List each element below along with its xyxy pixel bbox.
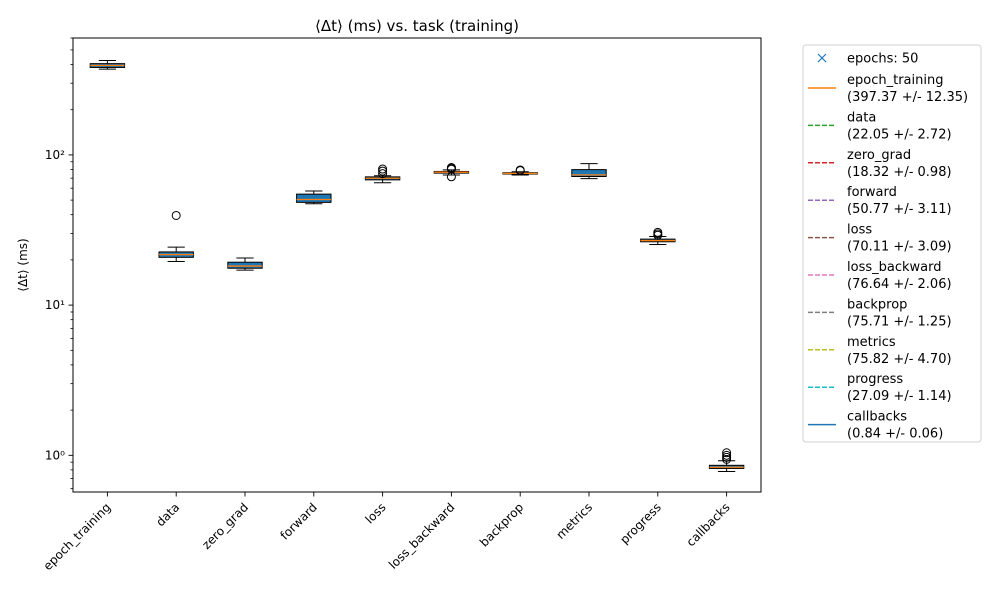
legend-entry: forward (50.77 +/- 3.11) [808, 185, 952, 217]
box-iqr [571, 169, 607, 178]
y-tick-label: 10² [45, 148, 65, 162]
legend-label: loss_backward [847, 260, 941, 275]
legend-entry: epoch_training (397.37 +/- 12.35) [808, 73, 968, 105]
x-tick-label: callbacks [684, 500, 733, 549]
x-tick-label: progress [617, 500, 664, 547]
outlier-point [515, 165, 525, 175]
box-loss [364, 164, 401, 184]
legend-entry: metrics (75.82 +/- 4.70) [808, 335, 952, 367]
plot-area: 10⁰ 10¹ 10² epoch_training data zero_grad forw… [41, 37, 762, 573]
legend: epochs: 50 epoch_training (397.37 +/- 12.3… [802, 44, 982, 443]
box-data [158, 210, 194, 263]
outlier-point [446, 163, 456, 173]
x-tick-label: data [153, 500, 182, 529]
y-tick-label: 10⁰ [45, 448, 65, 462]
x-tick-label: zero_grad [199, 500, 251, 552]
outlier-point [722, 452, 732, 462]
outlier-point [378, 169, 388, 179]
legend-entry: progress (27.09 +/- 1.14) [808, 372, 952, 404]
box-callbacks [708, 448, 745, 473]
legend-label: epochs: 50 [847, 52, 918, 67]
x-tick-label: metrics [553, 500, 595, 542]
legend-label: zero_grad [847, 148, 911, 163]
box-loss_backward [433, 163, 470, 182]
box-forward [296, 190, 332, 205]
x-tick-label: backprop [477, 500, 526, 549]
box-zero_grad [227, 257, 263, 271]
y-axis-label: ⟨Δt⟩ (ms) [16, 238, 30, 291]
outlier-point [722, 450, 732, 460]
legend-label: forward [847, 185, 897, 200]
x-tick-label: loss [362, 500, 388, 526]
outlier-point [378, 164, 388, 174]
legend-label: backprop [847, 297, 907, 312]
outlier-point [722, 448, 732, 458]
legend-label: loss [847, 223, 872, 238]
box-epoch_training [89, 59, 126, 70]
legend-value: (27.09 +/- 1.14) [847, 389, 952, 404]
legend-entry: data (22.05 +/- 2.72) [808, 110, 952, 142]
legend-value: (18.32 +/- 0.98) [847, 165, 952, 180]
legend-entry: backprop (75.71 +/- 1.25) [808, 297, 952, 329]
outlier-point [653, 227, 663, 237]
legend-value: (397.37 +/- 12.35) [847, 90, 968, 105]
legend-value: (75.71 +/- 1.25) [847, 314, 952, 329]
box-iqr [227, 261, 263, 269]
legend-value: (0.84 +/- 0.06) [847, 427, 943, 442]
x-tick-label: loss_backward [386, 500, 458, 572]
legend-value: (22.05 +/- 2.72) [847, 127, 952, 142]
legend-label: callbacks [847, 410, 907, 425]
legend-value: (70.11 +/- 3.09) [847, 240, 952, 255]
legend-value: (50.77 +/- 3.11) [847, 202, 952, 217]
legend-entry: loss (70.11 +/- 3.09) [808, 223, 952, 255]
legend-label: epoch_training [847, 73, 943, 88]
outlier-point [171, 210, 181, 220]
legend-entry: callbacks (0.84 +/- 0.06) [808, 410, 943, 442]
legend-label: progress [847, 372, 903, 387]
legend-frame [802, 44, 982, 443]
legend-entry: zero_grad (18.32 +/- 0.98) [808, 148, 952, 180]
x-tick-label: forward [277, 500, 319, 542]
legend-value: (75.82 +/- 4.70) [847, 352, 952, 367]
box-iqr [296, 193, 332, 203]
legend-label: metrics [847, 335, 896, 350]
legend-value: (76.64 +/- 2.06) [847, 277, 952, 292]
legend-label: data [847, 110, 876, 125]
legend-entry: epochs: 50 [817, 52, 918, 67]
legend-marker-x [817, 53, 827, 63]
x-tick-label: epoch_training [41, 500, 114, 573]
y-tick-label: 10¹ [45, 298, 65, 312]
box-metrics [571, 163, 607, 180]
legend-entry: loss_backward (76.64 +/- 2.06) [808, 260, 952, 292]
plot-frame [72, 37, 762, 493]
chart-title: ⟨Δt⟩ (ms) vs. task (training) [315, 17, 519, 35]
box-progress [640, 227, 676, 246]
box-backprop [502, 165, 538, 176]
